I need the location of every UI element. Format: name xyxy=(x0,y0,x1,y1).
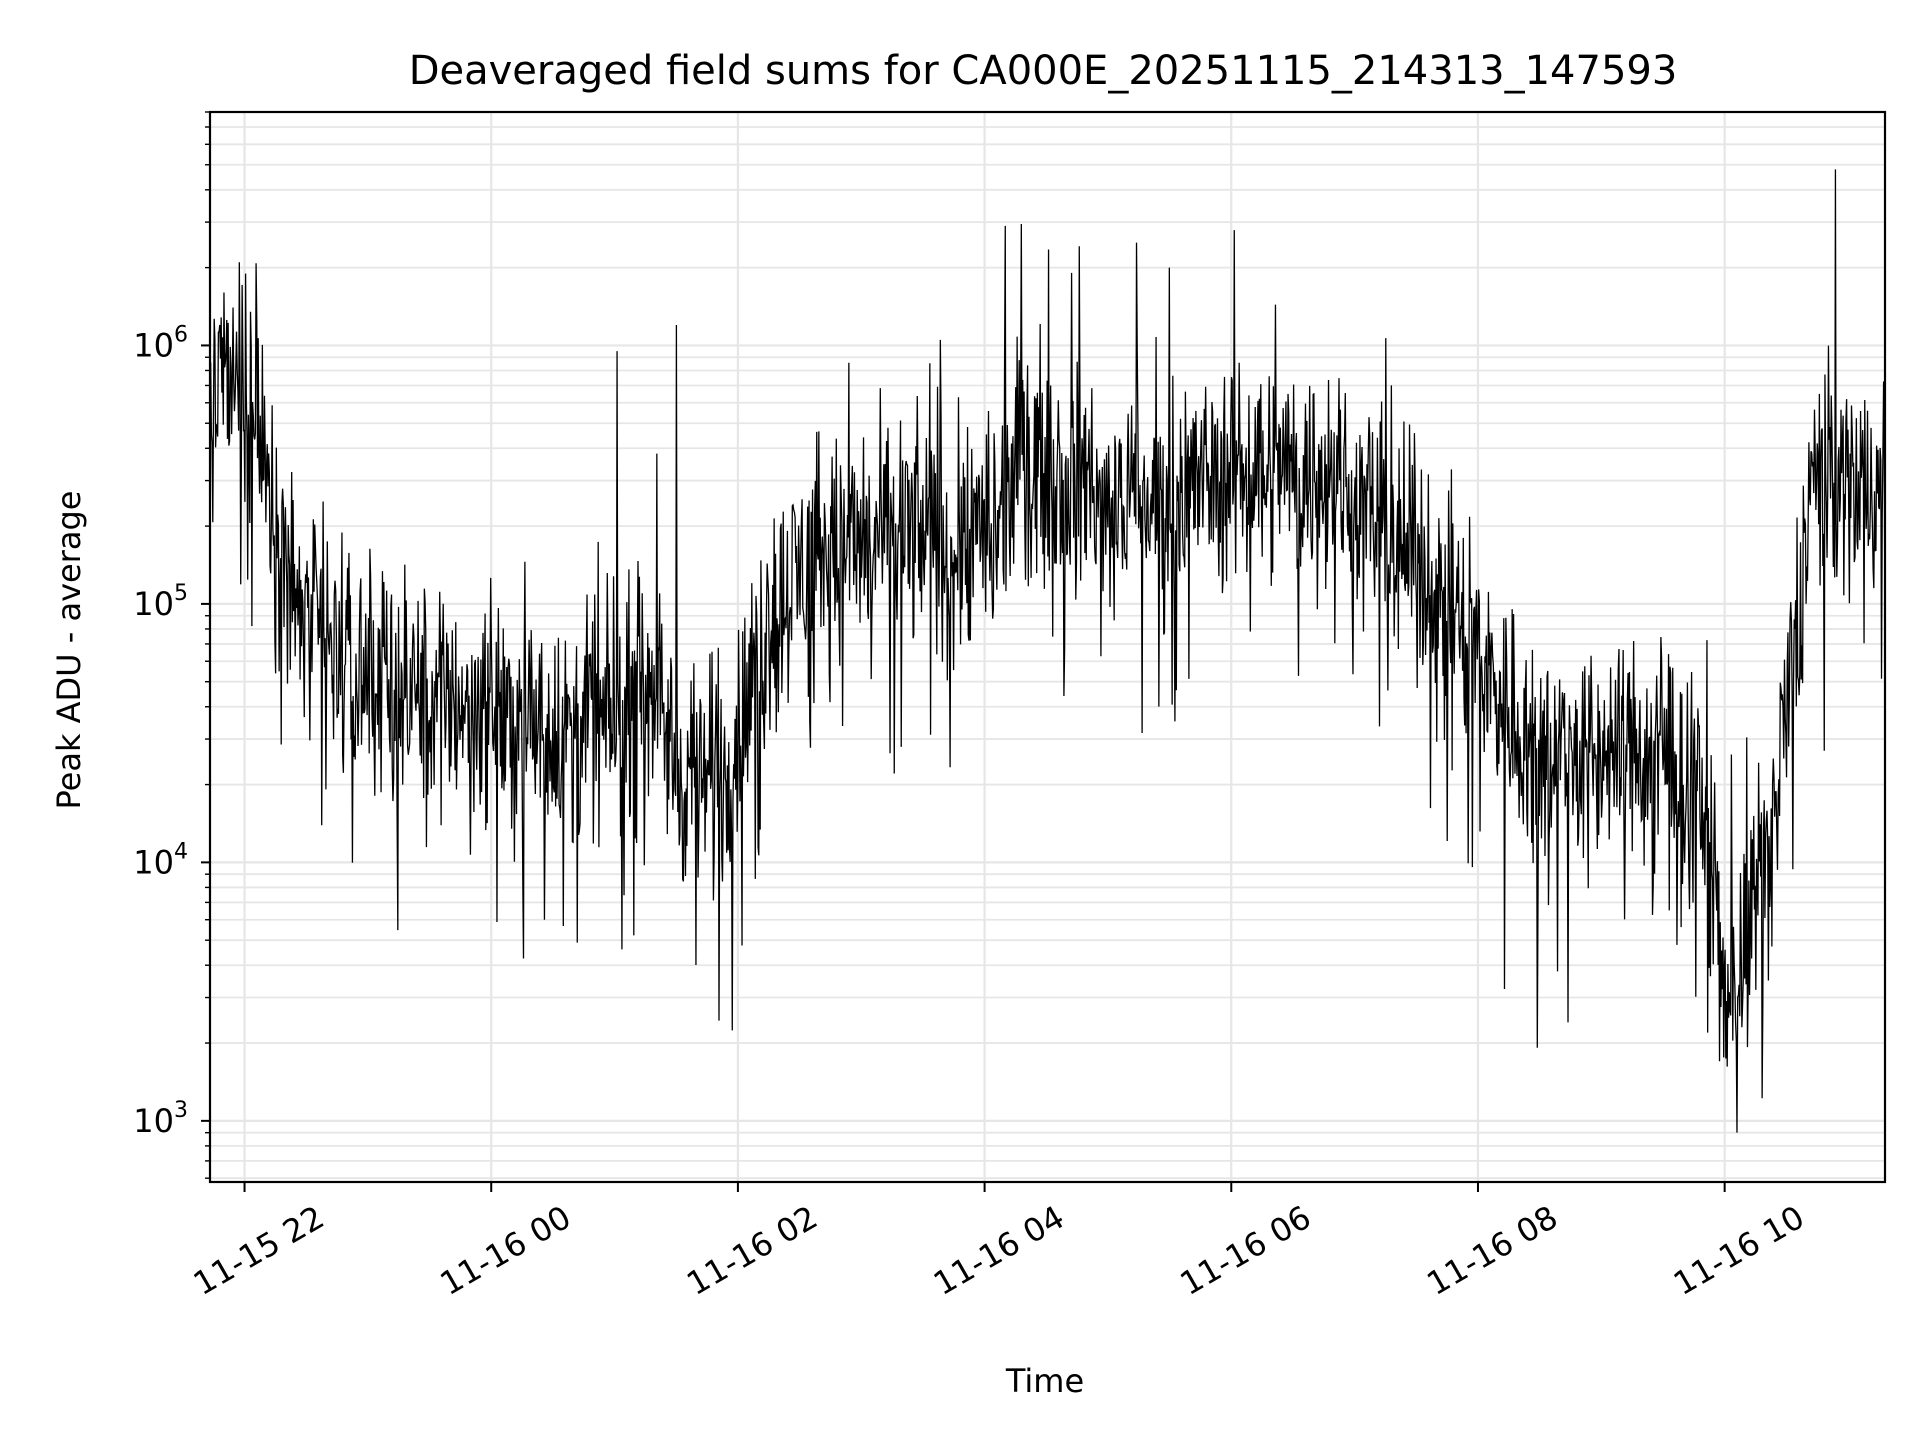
y-tick-base: 10 xyxy=(133,843,174,881)
chart-title: Deaveraged field sums for CA000E_2025111… xyxy=(409,48,1678,94)
series-line xyxy=(209,169,1886,1133)
y-tick-base: 10 xyxy=(133,1102,174,1140)
plot-frame xyxy=(208,110,1887,1184)
y-tick-base: 10 xyxy=(133,326,174,364)
y-tick-exponent: 5 xyxy=(174,581,188,606)
y-tick-exponent: 6 xyxy=(174,322,188,347)
series-path xyxy=(209,169,1886,1133)
y-tick-label: 106 xyxy=(133,322,188,364)
x-axis-label: Time xyxy=(1005,1362,1084,1400)
y-tick-label: 103 xyxy=(133,1098,188,1140)
grid xyxy=(210,111,1885,1182)
y-axis-label: Peak ADU - average xyxy=(50,491,88,810)
y-tick-label: 104 xyxy=(133,839,188,881)
y-tick-base: 10 xyxy=(133,585,174,623)
y-tick-exponent: 4 xyxy=(174,839,188,864)
y-tick-label: 105 xyxy=(133,581,188,623)
y-tick-exponent: 3 xyxy=(174,1098,188,1123)
